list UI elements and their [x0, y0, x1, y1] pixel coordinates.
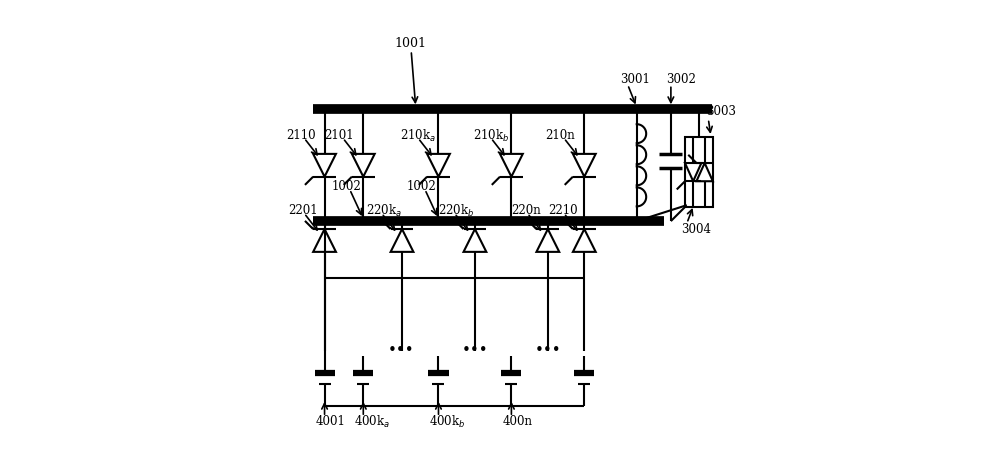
Text: 3001: 3001: [620, 73, 650, 86]
Text: 1002: 1002: [407, 180, 436, 193]
Text: 1002: 1002: [331, 180, 361, 193]
Text: 220k$_b$: 220k$_b$: [438, 203, 475, 219]
Text: 3002: 3002: [666, 73, 696, 86]
Text: 400n: 400n: [502, 415, 532, 428]
Text: 3003: 3003: [706, 105, 736, 118]
Text: 210k$_a$: 210k$_a$: [400, 127, 436, 144]
Text: 4001: 4001: [315, 415, 345, 428]
Text: 210k$_b$: 210k$_b$: [473, 127, 509, 144]
Text: 1001: 1001: [394, 37, 426, 50]
Text: 2210: 2210: [548, 204, 577, 217]
Text: 220k$_a$: 220k$_a$: [366, 203, 402, 219]
Text: 210n: 210n: [546, 129, 575, 142]
Text: •••: •••: [535, 344, 561, 359]
Text: •••: •••: [462, 344, 488, 359]
Text: 2101: 2101: [325, 129, 354, 142]
Text: 400k$_b$: 400k$_b$: [429, 413, 466, 430]
Text: 3004: 3004: [681, 223, 711, 236]
Text: 2201: 2201: [288, 204, 318, 217]
Text: •••: •••: [388, 344, 414, 359]
Text: 400k$_a$: 400k$_a$: [354, 413, 390, 430]
Text: 220n: 220n: [511, 204, 541, 217]
Bar: [685, 137, 713, 207]
Text: 2110: 2110: [286, 129, 315, 142]
